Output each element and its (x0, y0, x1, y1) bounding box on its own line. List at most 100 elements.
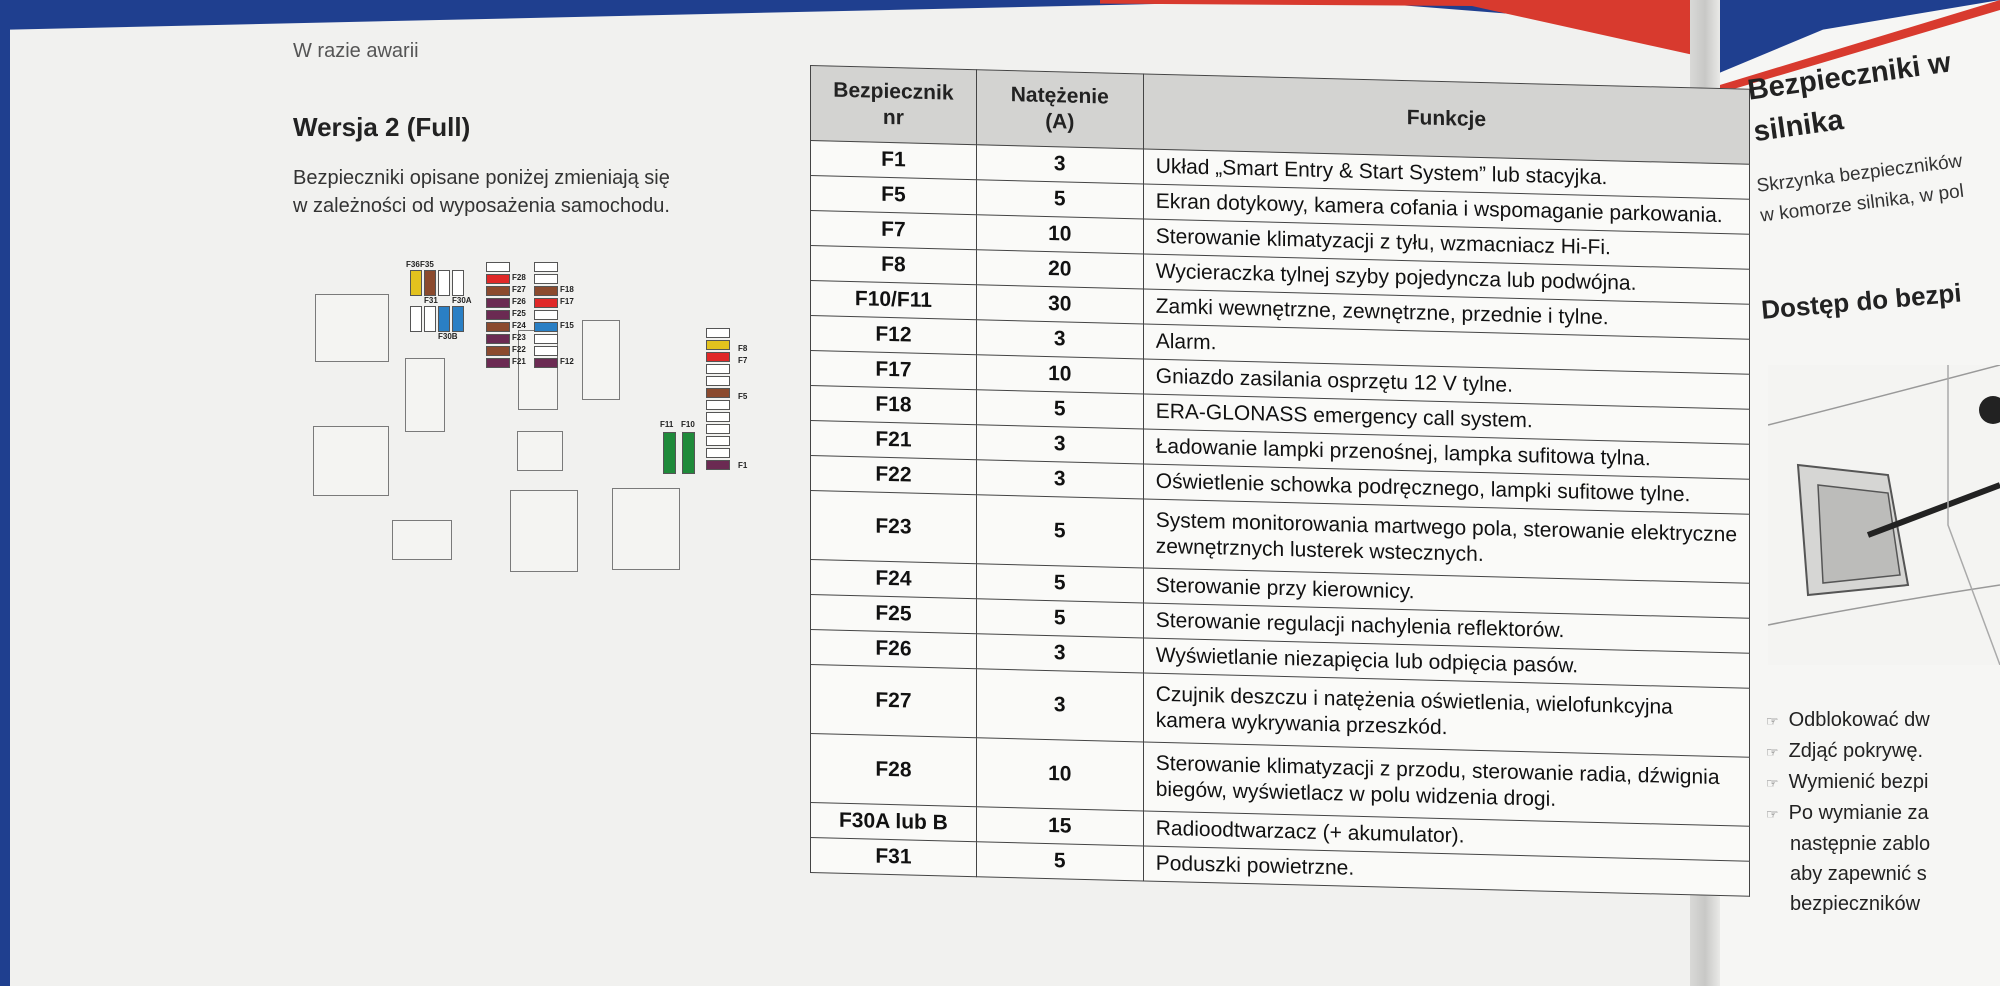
fuse-label: F5 (738, 392, 748, 401)
fuse-table: Bezpiecznik nr Natężenie (A) Funkcje F1 3… (810, 65, 1750, 897)
fuse-number: F30A lub B (810, 802, 977, 842)
fuse-label: F27 (512, 285, 526, 294)
fuse-number: F31 (810, 837, 977, 877)
instruction-item-continued: następnie zablo (1790, 833, 1931, 855)
instruction-item: Zdjąć pokrywę. (1789, 736, 1930, 767)
fuse-amperage: 5 (976, 389, 1144, 429)
header-fuse-number: Bezpiecznik nr (810, 65, 977, 145)
fuse-empty (452, 270, 464, 296)
fuse-label: F15 (560, 321, 574, 330)
fuse-amperage: 5 (976, 179, 1144, 219)
intro-line-1: Bezpieczniki opisane poniżej zmieniają s… (293, 167, 670, 189)
fuse-label: F8 (738, 344, 748, 353)
fuse-number: F25 (810, 594, 977, 634)
fuse-empty (706, 436, 730, 446)
fuse-number: F18 (810, 385, 977, 425)
fuse-amperage: 3 (976, 144, 1144, 184)
fuse-empty (438, 270, 450, 296)
fuse-empty (486, 262, 510, 272)
intro-text: Bezpieczniki opisane poniżej zmieniają s… (293, 164, 753, 220)
fuse-F28 (486, 274, 510, 284)
fuse-empty (534, 274, 558, 284)
fuse-amperage: 5 (976, 563, 1144, 603)
fuse-label: F22 (512, 345, 526, 354)
fuse-F21 (486, 358, 510, 368)
fuse-amperage: 5 (976, 598, 1144, 638)
relay-box (517, 431, 563, 471)
fuse-amperage: 30 (976, 284, 1144, 324)
fuse-label: F21 (512, 357, 526, 366)
fuse-F18 (534, 286, 558, 296)
relay-box (313, 426, 389, 496)
fuse-empty (534, 346, 558, 356)
fuse-amperage: 3 (976, 633, 1144, 673)
fuse-number: F12 (810, 315, 977, 355)
fuse-number: F5 (810, 175, 977, 215)
fuse-amperage: 5 (976, 494, 1144, 568)
header-amperage: Natężenie (A) (976, 69, 1144, 149)
fuse-box-diagram: F36 F35 F31 F30A F30B F28 F27 F26 F25 F2… (310, 258, 760, 578)
intro-line-2: w zależności od wyposażenia samochodu. (293, 195, 670, 217)
fuse-F7 (706, 352, 730, 362)
fuse-empty (706, 448, 730, 458)
fuse-label: F1 (738, 461, 748, 470)
fuse-F24 (486, 322, 510, 332)
fuse-label: F23 (512, 333, 526, 342)
fuse-number: F24 (810, 559, 977, 599)
relay-box (582, 320, 620, 400)
fuse-number: F1 (810, 140, 977, 180)
fuse-F35 (424, 270, 436, 296)
fuse-label: F10 (681, 420, 695, 429)
fuse-empty (534, 334, 558, 344)
instruction-item: Odblokować dw (1789, 705, 1930, 736)
fuse-amperage: 20 (976, 249, 1144, 289)
fuse-label: F11 (660, 420, 674, 429)
fuse-amperage: 10 (976, 354, 1144, 394)
fuse-F30B (452, 306, 464, 332)
fuse-number: F8 (810, 245, 977, 285)
fuse-amperage: 5 (976, 841, 1144, 881)
instruction-item: Wymienić bezpi (1789, 767, 1930, 798)
fuse-F8 (706, 340, 730, 350)
fuse-label: F7 (738, 356, 748, 365)
fuse-empty (706, 412, 730, 422)
header-text: Bezpiecznik (833, 78, 954, 105)
fuse-number: F10/F11 (810, 280, 977, 320)
fuse-amperage: 15 (976, 806, 1144, 846)
fuse-label: F12 (560, 357, 574, 366)
fuse-F12 (534, 358, 558, 368)
fuse-F36 (410, 270, 422, 296)
instruction-list: Odblokować dw Zdjąć pokrywę. Wymienić be… (1789, 705, 1931, 919)
fuse-number: F28 (810, 733, 977, 807)
fuse-label: F17 (560, 297, 574, 306)
fuse-F5 (706, 388, 730, 398)
fuse-empty (706, 376, 730, 386)
fuse-label: F31 (424, 296, 438, 305)
fuse-number: F22 (810, 455, 977, 495)
fuse-label: F36 (406, 260, 420, 269)
instruction-item-continued: bezpieczników (1790, 893, 1921, 915)
fuse-F27 (486, 286, 510, 296)
fuse-F17 (534, 298, 558, 308)
fuse-number: F17 (810, 350, 977, 390)
fuse-amperage: 3 (976, 668, 1144, 742)
engine-fusebox-illustration (1768, 365, 2000, 665)
fuse-label: F30B (438, 332, 458, 341)
section-title: Wersja 2 (Full) (293, 112, 471, 142)
fuse-empty (706, 328, 730, 338)
fuse-label: F26 (512, 297, 526, 306)
header-text: nr (882, 105, 904, 130)
relay-box (392, 520, 452, 560)
fuse-F1 (706, 460, 730, 470)
fuse-label: F25 (512, 309, 526, 318)
fuse-label: F35 (420, 260, 434, 269)
fuse-F26 (486, 298, 510, 308)
fuse-F25 (486, 310, 510, 320)
fuse-amperage: 3 (976, 319, 1144, 359)
fuse-number: F7 (810, 210, 977, 250)
header-text: (A) (1045, 109, 1075, 134)
fuse-number: F26 (810, 629, 977, 669)
fuse-amperage: 3 (976, 459, 1144, 499)
fuse-empty (534, 310, 558, 320)
fuse-amperage: 3 (976, 424, 1144, 464)
